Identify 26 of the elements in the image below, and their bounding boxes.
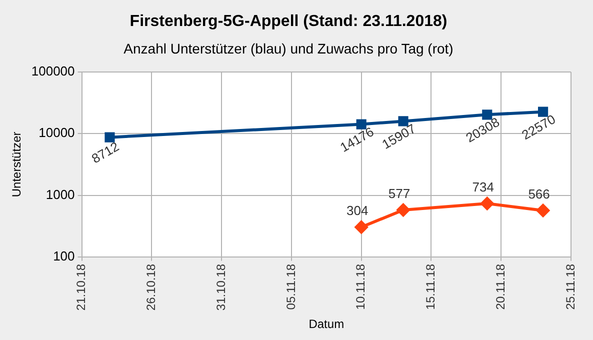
y-axis-title: Unterstützer — [10, 132, 24, 198]
x-tick-label: 05.11.18 — [284, 264, 298, 310]
point — [104, 132, 115, 142]
data-label: 8712 — [89, 138, 122, 166]
x-tick-label: 15.11.18 — [424, 264, 438, 310]
x-tick-label: 26.10.18 — [144, 264, 158, 311]
chart-subtitle: Anzahl Unterstützer (blau) und Zuwachs pro Tag (rot) — [124, 40, 454, 56]
y-tick-label: 100 — [53, 248, 75, 264]
data-label: 734 — [472, 180, 494, 195]
data-label: 577 — [388, 186, 410, 202]
data-label: 566 — [528, 186, 550, 202]
x-tick-label: 20.11.18 — [493, 264, 508, 310]
data-label: 304 — [346, 203, 368, 218]
point — [354, 220, 368, 234]
point — [536, 204, 550, 217]
point — [480, 197, 494, 210]
y-tick-label: 100000 — [31, 64, 75, 79]
x-tick-label: 21.10.18 — [74, 264, 88, 311]
x-tick-label: 10.11.18 — [354, 264, 368, 310]
point — [396, 203, 410, 216]
chart-title: Firstenberg-5G-Appell (Stand: 23.11.2018) — [130, 13, 448, 30]
y-tick-label: 1000 — [46, 186, 75, 202]
x-tick-label: 31.10.18 — [214, 264, 228, 311]
x-axis-title: Datum — [308, 317, 344, 332]
y-tick-label: 10000 — [38, 125, 75, 140]
x-tick-label: 25.11.18 — [563, 264, 578, 310]
